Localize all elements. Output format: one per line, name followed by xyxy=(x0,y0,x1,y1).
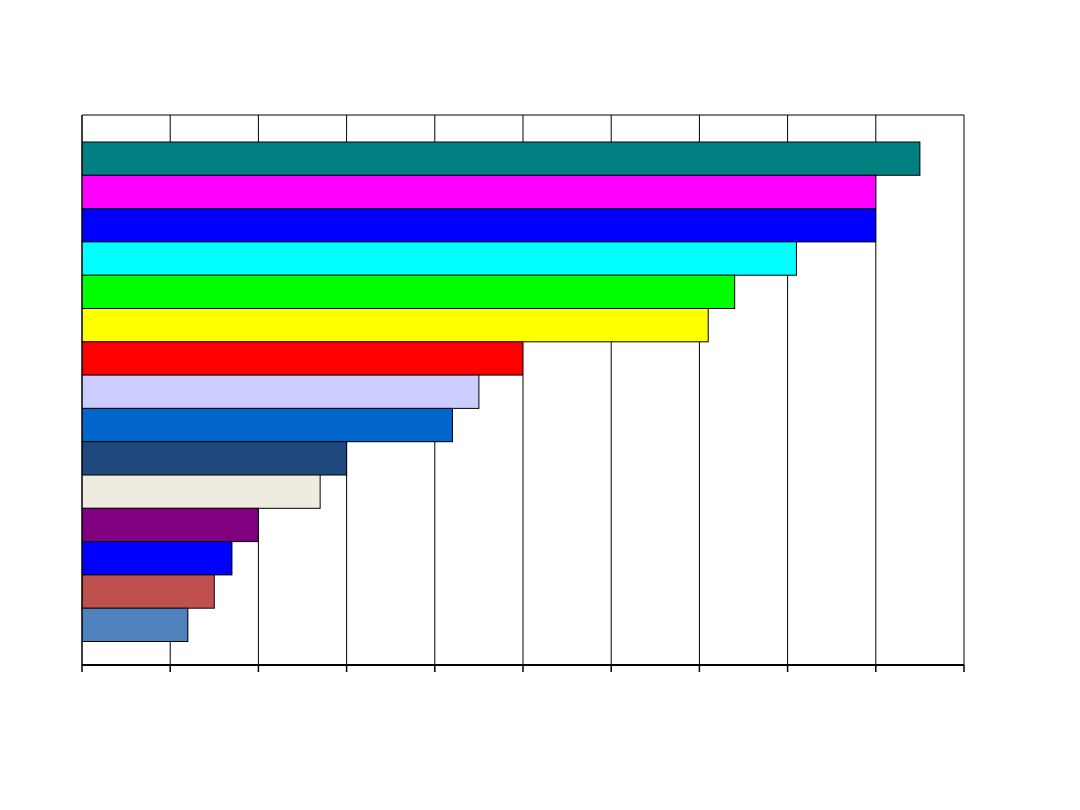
bar xyxy=(81,174,877,210)
bar xyxy=(81,607,189,643)
bar xyxy=(81,441,348,476)
bar xyxy=(81,574,215,609)
bar xyxy=(81,241,797,276)
bar xyxy=(81,474,321,509)
bar xyxy=(81,541,233,576)
bar xyxy=(81,507,259,543)
bar xyxy=(81,341,524,376)
bar xyxy=(81,141,921,176)
bar xyxy=(81,308,709,343)
bar xyxy=(81,407,453,443)
bar xyxy=(81,374,480,409)
bar xyxy=(81,208,877,243)
bar xyxy=(81,274,736,310)
